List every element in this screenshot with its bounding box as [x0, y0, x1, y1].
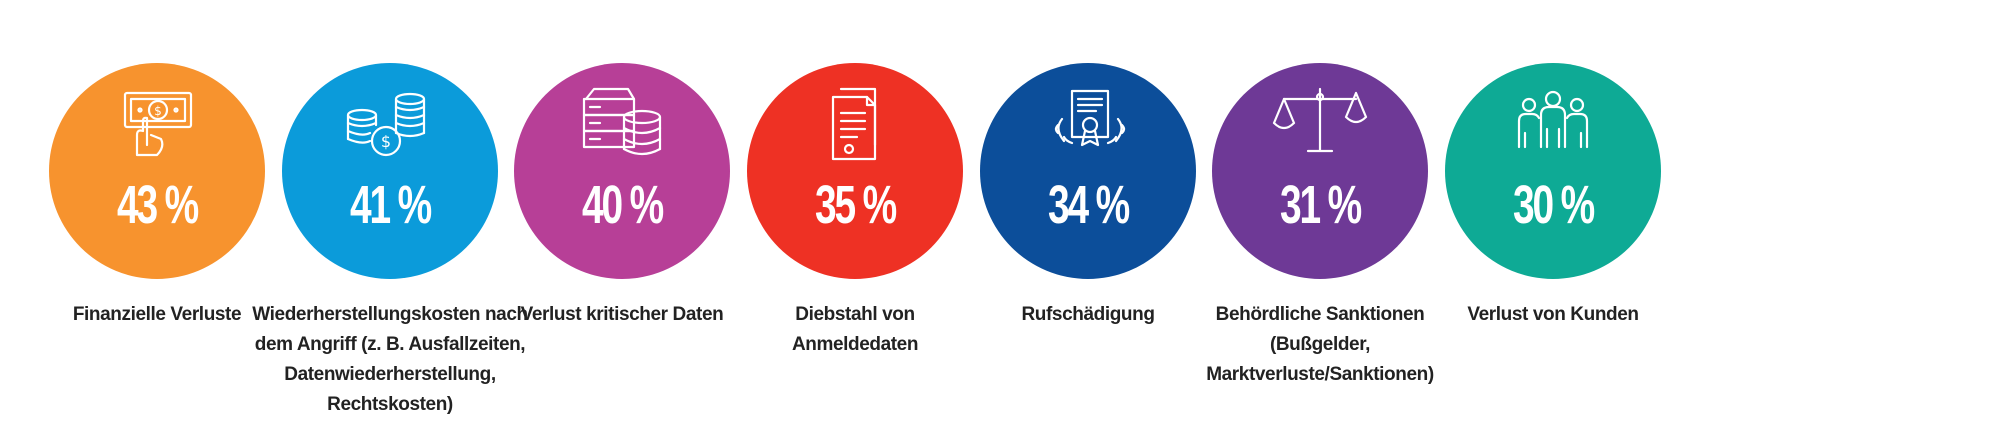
stat-circle: $43 % — [49, 63, 265, 279]
stat-label: Finanzielle Verluste — [7, 300, 307, 330]
label-line: dem Angriff (z. B. Ausfallzeiten, — [254, 334, 526, 355]
svg-text:$: $ — [381, 132, 391, 151]
stat-circle: 31 % — [1212, 63, 1428, 279]
stat-label: Verlust kritischer Daten — [472, 300, 772, 330]
documents-icon — [805, 85, 905, 165]
stat-item: 31 % Behördliche Sanktionen (Bußgelder, Mar… — [1170, 0, 1470, 447]
stat-item: 34 % Rufschädigung — [938, 0, 1238, 447]
percent-value: 30 % — [1513, 175, 1595, 235]
stat-label: Verlust von Kunden — [1403, 300, 1703, 330]
label-line: Verlust kritischer Daten — [520, 304, 724, 325]
label-line: Diebstahl von — [795, 304, 915, 325]
stat-circle: 40 % — [514, 63, 730, 279]
percent-value: 43 % — [117, 175, 199, 235]
label-line: Rufschädigung — [1021, 304, 1155, 325]
stat-item: 30 % Verlust von Kunden — [1403, 0, 1703, 447]
label-line: Wiederherstellungskosten nach — [252, 304, 528, 325]
stat-label: Behördliche Sanktionen (Bußgelder, Marktve… — [1170, 300, 1470, 390]
label-line: Rechtskosten) — [327, 394, 453, 415]
certificate-laurel-icon — [1038, 85, 1138, 165]
label-line: Datenwiederherstellung, — [284, 364, 496, 385]
stat-label: Rufschädigung — [938, 300, 1238, 330]
stat-label: Wiederherstellungskosten nach dem Angriff… — [240, 300, 540, 420]
stat-circle: 35 % — [747, 63, 963, 279]
label-line: Behördliche Sanktionen — [1215, 304, 1425, 325]
label-line: Finanzielle Verluste — [72, 304, 242, 325]
money-hand-icon: $ — [107, 85, 207, 165]
label-line: Anmeldedaten — [791, 334, 919, 355]
stat-circle: 30 % — [1445, 63, 1661, 279]
stat-item: $43 % Finanzielle Verluste — [7, 0, 307, 447]
percent-value: 40 % — [582, 175, 664, 235]
stat-circle: $41 % — [282, 63, 498, 279]
server-database-icon — [572, 85, 672, 165]
percent-value: 35 % — [815, 175, 897, 235]
percent-value: 31 % — [1280, 175, 1362, 235]
stat-item: 35 % Diebstahl von Anmeldedaten — [705, 0, 1005, 447]
percent-value: 34 % — [1048, 175, 1130, 235]
stat-item: 40 % Verlust kritischer Daten — [472, 0, 772, 447]
coins-dollar-icon: $ — [340, 85, 440, 165]
label-line: Marktverluste/Sanktionen) — [1206, 364, 1434, 385]
label-line: Verlust von Kunden — [1467, 304, 1639, 325]
stat-label: Diebstahl von Anmeldedaten — [705, 300, 1005, 360]
percent-value: 41 % — [350, 175, 432, 235]
label-line: (Bußgelder, — [1269, 334, 1371, 355]
stat-item: $41 % Wiederherstellungskosten nach dem An… — [240, 0, 540, 447]
people-group-icon — [1503, 85, 1603, 165]
scales-icon — [1270, 85, 1370, 165]
stat-circle: 34 % — [980, 63, 1196, 279]
svg-text:$: $ — [154, 104, 162, 118]
